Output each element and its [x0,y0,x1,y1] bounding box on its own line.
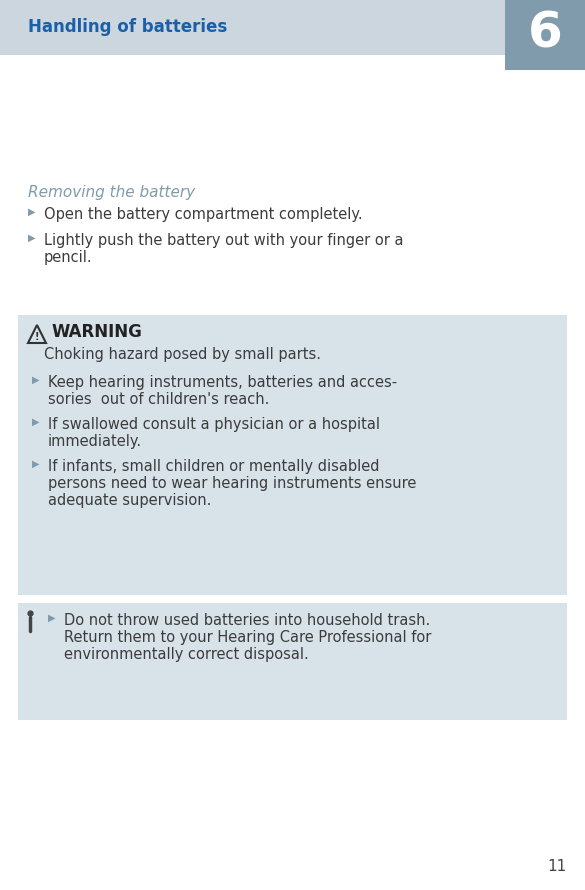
Text: sories  out of children's reach.: sories out of children's reach. [48,392,269,407]
Text: ▶: ▶ [32,459,40,469]
Text: Choking hazard posed by small parts.: Choking hazard posed by small parts. [44,347,321,362]
Text: Do not throw used batteries into household trash.: Do not throw used batteries into househo… [64,613,430,628]
Text: Handling of batteries: Handling of batteries [28,19,227,36]
Text: ▶: ▶ [28,207,36,217]
Text: ▶: ▶ [48,613,56,623]
Bar [18,315,567,595]
Text: 11: 11 [548,859,567,874]
Text: WARNING: WARNING [52,323,143,341]
Text: adequate supervision.: adequate supervision. [48,493,211,508]
Text: Keep hearing instruments, batteries and acces-: Keep hearing instruments, batteries and … [48,375,397,390]
Text: Return them to your Hearing Care Professional for: Return them to your Hearing Care Profess… [64,630,431,645]
Text: pencil.: pencil. [44,250,92,265]
Text: If infants, small children or mentally disabled: If infants, small children or mentally d… [48,459,380,474]
Bar [0,0,585,55]
Text: Lightly push the battery out with your finger or a: Lightly push the battery out with your f… [44,233,404,248]
Text: ▶: ▶ [32,375,40,385]
Text: Removing the battery: Removing the battery [28,185,195,200]
Text: !: ! [35,332,39,342]
Text: persons need to wear hearing instruments ensure: persons need to wear hearing instruments… [48,476,417,491]
Text: Open the battery compartment completely.: Open the battery compartment completely. [44,207,363,222]
Text: immediately.: immediately. [48,434,142,449]
Text: ▶: ▶ [32,417,40,427]
Text: environmentally correct disposal.: environmentally correct disposal. [64,647,309,662]
Bar [505,0,585,70]
Text: ▶: ▶ [28,233,36,243]
Bar [18,603,567,720]
Text: If swallowed consult a physician or a hospital: If swallowed consult a physician or a ho… [48,417,380,432]
Text: 6: 6 [528,10,562,58]
